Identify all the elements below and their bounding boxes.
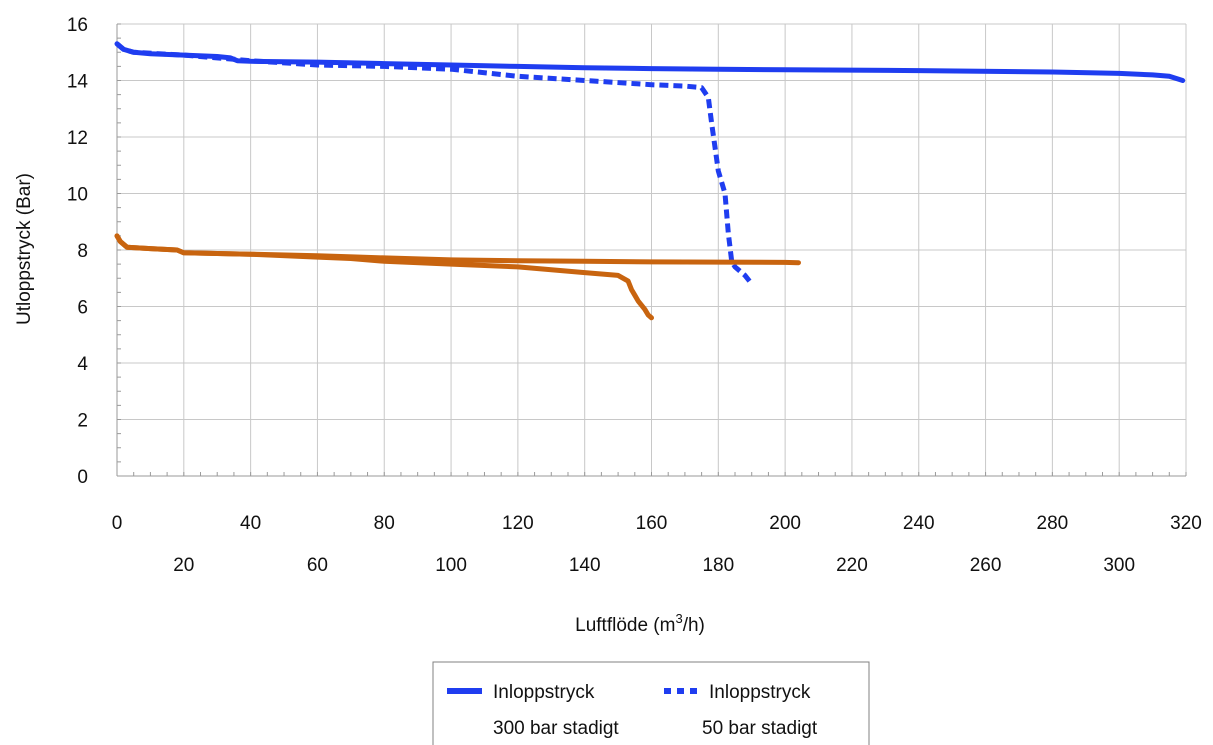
x-tick-label: 100 <box>435 555 467 576</box>
x-tick-label: 0 <box>112 513 123 534</box>
legend-box <box>432 661 870 745</box>
x-tick-labels: 0 40 80 120 160 200 240 280 320 20 60 100 140 180 220 2… <box>112 513 1202 576</box>
x-tick-label: 40 <box>240 513 261 534</box>
x-axis-title-end: /h) <box>683 615 705 636</box>
x-tick-label: 300 <box>1103 555 1135 576</box>
x-tick-label: 200 <box>769 513 801 534</box>
series-layer <box>114 41 1186 321</box>
y-tick-label: 6 <box>77 298 88 319</box>
y-tick-labels: 0 2 4 6 8 10 12 14 16 <box>67 15 89 488</box>
axes <box>116 23 1187 477</box>
x-tick-label: 280 <box>1037 513 1069 534</box>
y-tick-label: 12 <box>67 128 88 149</box>
series-line-1 <box>115 41 754 286</box>
x-tick-label: 260 <box>970 555 1002 576</box>
x-tick-label: 160 <box>636 513 668 534</box>
x-tick-label: 220 <box>836 555 868 576</box>
x-tick-label: 320 <box>1170 513 1202 534</box>
x-axis-title-main: Luftflöde (m <box>575 615 675 636</box>
y-tick-label: 14 <box>67 72 89 93</box>
x-axis-title-sup: 3 <box>675 611 682 626</box>
y-tick-label: 2 <box>77 411 88 432</box>
legend: Inloppstryck 300 bar stadigt Inloppstryc… <box>432 661 870 745</box>
y-tick-label: 16 <box>67 15 88 36</box>
series-line-3 <box>114 233 654 321</box>
x-tick-label: 140 <box>569 555 601 576</box>
legend-label-1-line2: 50 bar stadigt <box>702 718 818 739</box>
y-tick-label: 0 <box>77 467 88 488</box>
x-tick-label: 240 <box>903 513 935 534</box>
legend-label-0-line1: Inloppstryck <box>493 682 595 703</box>
x-tick-label: 20 <box>173 555 194 576</box>
x-axis-title: Luftflöde (m3/h) <box>575 611 705 636</box>
y-axis-title: Utloppstryck (Bar) <box>14 173 35 325</box>
x-tick-label: 80 <box>374 513 395 534</box>
y-tick-label: 4 <box>77 354 88 375</box>
x-tick-label: 60 <box>307 555 328 576</box>
y-tick-label: 8 <box>77 241 88 262</box>
y-tick-label: 10 <box>67 185 88 206</box>
x-tick-label: 180 <box>702 555 734 576</box>
grid <box>116 23 1187 477</box>
x-tick-label: 120 <box>502 513 534 534</box>
legend-label-1-line1: Inloppstryck <box>709 682 811 703</box>
series-line-2 <box>114 233 801 266</box>
legend-label-0-line2: 300 bar stadigt <box>493 718 619 739</box>
